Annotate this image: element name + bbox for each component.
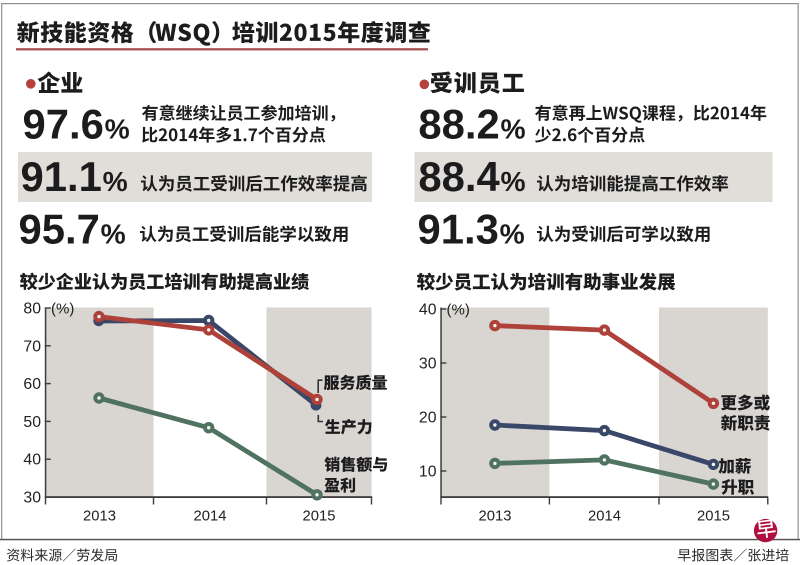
svg-text:%: % [105,112,130,144]
svg-text:70: 70 [23,338,41,355]
svg-text:88.2: 88.2 [418,100,499,147]
svg-text:97.6: 97.6 [23,100,104,147]
svg-text:60: 60 [23,376,41,393]
svg-text:2015: 2015 [303,509,336,525]
svg-text:%: % [101,217,126,249]
svg-text:80: 80 [23,301,41,318]
svg-text:95.7: 95.7 [19,205,100,252]
svg-text:(%): (%) [447,302,470,319]
svg-text:2013: 2013 [479,509,512,525]
svg-text:50: 50 [23,414,41,431]
svg-text:91.3: 91.3 [418,205,499,252]
svg-text:%: % [500,217,525,249]
svg-text:(%): (%) [51,301,74,318]
svg-text:40: 40 [419,302,437,319]
svg-text:2014: 2014 [588,509,621,525]
svg-text:30: 30 [419,356,437,373]
svg-text:91.1: 91.1 [21,153,102,200]
svg-text:40: 40 [23,452,41,469]
svg-text:2014: 2014 [194,509,227,525]
svg-text:2013: 2013 [83,509,116,525]
svg-text:%: % [103,165,128,197]
svg-text:88.4: 88.4 [418,153,500,200]
svg-text:10: 10 [419,464,437,481]
svg-text:%: % [501,165,526,197]
svg-text:30: 30 [23,490,41,507]
svg-text:2015: 2015 [697,509,730,525]
svg-text:%: % [501,112,526,144]
svg-text:20: 20 [419,410,437,427]
